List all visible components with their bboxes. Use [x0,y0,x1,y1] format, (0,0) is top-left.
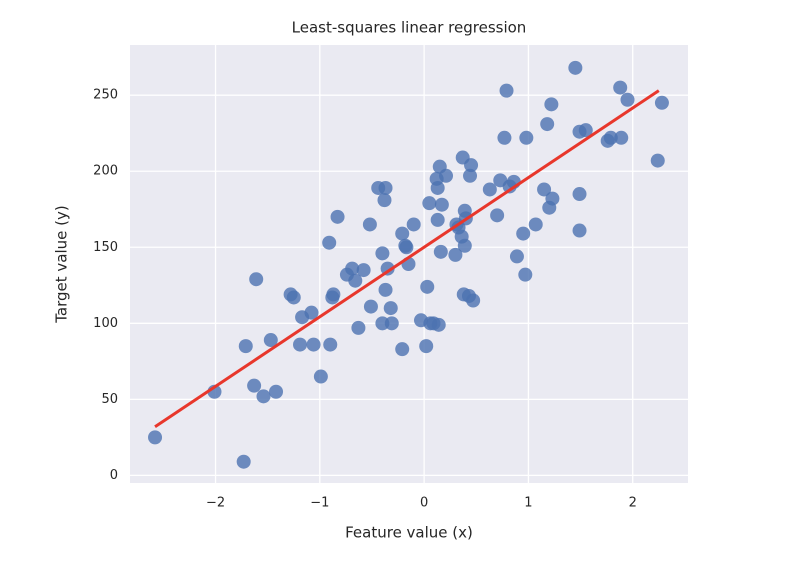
point [330,209,345,224]
point [419,339,434,354]
point [572,223,587,238]
point [363,299,378,314]
point [430,212,445,227]
point [238,339,253,354]
y-tick-label: 200 [93,164,118,179]
point [380,261,395,276]
point [247,378,262,393]
y-tick-label: 0 [110,468,118,483]
point [448,247,463,262]
point [377,193,392,208]
x-tick-label: 2 [629,496,637,511]
point [466,293,481,308]
point [464,158,479,173]
point [431,317,446,332]
x-tick-label: −1 [310,496,329,511]
point [269,384,284,399]
point [620,92,635,107]
point [516,226,531,241]
y-tick-label: 50 [101,392,118,407]
point [236,454,251,469]
point [578,123,593,138]
point [519,130,534,145]
point [545,191,560,206]
point [457,238,472,253]
point [509,249,524,264]
point [384,316,399,331]
point [422,196,437,211]
point [263,333,278,348]
point [499,83,514,98]
point [378,180,393,195]
point [540,117,555,132]
point [434,197,449,212]
point [351,320,366,335]
point [399,240,414,255]
point [313,369,328,384]
point [439,168,454,183]
point [537,182,552,197]
point [375,246,390,261]
y-tick-label: 100 [93,316,118,331]
point [249,272,264,287]
point [430,180,445,195]
point [490,208,505,223]
point [348,273,363,288]
point [286,290,301,305]
point [614,130,629,145]
point [256,389,271,404]
point [406,217,421,232]
point [322,235,337,250]
point [482,182,497,197]
point [323,337,338,352]
point [650,153,665,168]
point [433,244,448,259]
x-tick-label: 1 [524,496,532,511]
point [304,305,319,320]
point [383,301,398,316]
point [654,95,669,110]
regression-line [154,89,660,428]
x-tick-label: 0 [420,496,428,511]
point [420,279,435,294]
point [356,263,371,278]
point [326,287,341,302]
point [463,168,478,183]
point [345,261,360,276]
y-axis-label: Target value (y) [53,205,71,324]
point [568,60,583,75]
y-tick-label: 150 [93,240,118,255]
point [293,337,308,352]
point [378,282,393,297]
point [395,226,410,241]
point [528,217,543,232]
point [544,97,559,112]
point [362,217,377,232]
point [603,130,618,145]
point [395,342,410,357]
point [148,430,163,445]
y-tick-label: 250 [93,88,118,103]
x-axis-label: Feature value (x) [345,524,473,542]
point [572,187,587,202]
chart-title: Least-squares linear regression [292,19,527,37]
point [497,130,512,145]
point [518,267,533,282]
point [306,337,321,352]
point [613,80,628,95]
x-tick-label: −2 [206,496,225,511]
